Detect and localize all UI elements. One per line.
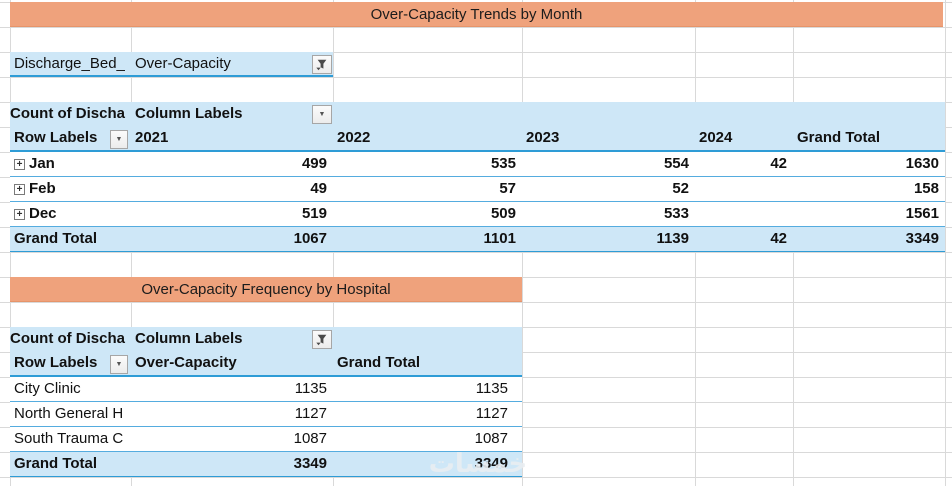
pivot1-corner-cell[interactable]: Count of Discha [10,105,125,122]
pivot-filter-row[interactable]: Discharge_Bed_ Over-Capacity [10,52,333,77]
chevron-down-icon: ▼ [115,361,123,368]
pivot2-grand-total-row: Grand Total 3349 3349 [10,452,522,477]
gridline [945,0,946,486]
row-label-cell[interactable]: City Clinic [14,379,81,397]
value-cell[interactable]: 3349 [293,454,327,472]
pivot1-column-labels-dropdown[interactable]: ▼ [312,105,332,124]
pivot2-row-south-trauma: South Trauma C 1087 1087 [10,427,522,452]
value-cell[interactable]: 533 [663,204,689,222]
gridline [0,27,952,28]
chevron-down-icon: ▼ [318,111,326,118]
gridline [0,77,952,78]
pivot1-grand-total-row: Grand Total 1067 1101 1139 42 3349 [10,227,945,252]
value-cell[interactable]: 1135 [475,379,508,397]
pivot1-row-jan: + Jan 499 535 554 42 1630 [10,152,945,177]
pivot1-col-2021[interactable]: 2021 [135,129,169,146]
title-over-capacity-frequency[interactable]: Over-Capacity Frequency by Hospital [10,277,522,302]
pivot2-col-grand-total[interactable]: Grand Total [337,354,421,371]
row-label-cell[interactable]: + Feb [10,177,131,202]
filter-value-cell[interactable]: Over-Capacity [135,55,231,72]
value-cell[interactable]: 52 [672,179,689,197]
value-cell[interactable]: 1087 [293,429,327,447]
value-cell[interactable]: 1127 [475,404,508,422]
value-cell[interactable] [695,177,793,202]
value-cell[interactable]: 1067 [293,229,327,247]
title-over-capacity-trends[interactable]: Over-Capacity Trends by Month [10,2,943,27]
value-cell[interactable]: 1087 [474,429,508,447]
value-cell[interactable]: 1135 [294,379,327,397]
row-label-text: Dec [29,204,57,222]
gridline [0,302,952,303]
pivot1-row-labels-cell[interactable]: Row Labels [14,129,98,146]
value-cell[interactable]: 158 [913,179,939,197]
pivot2-row-labels-cell[interactable]: Row Labels [14,354,98,371]
value-cell[interactable]: 1561 [905,204,939,222]
value-cell[interactable]: 519 [301,204,327,222]
value-cell[interactable]: 509 [490,204,516,222]
value-cell[interactable]: 1630 [905,154,939,172]
pivot1-col-grand-total[interactable]: Grand Total [797,129,881,146]
pivot2-row-city-clinic: City Clinic 1135 1135 [10,377,522,402]
funnel-filtered-icon [316,334,327,345]
pivot2-row-north-general: North General H 1127 1127 [10,402,522,427]
chevron-down-icon: ▼ [115,136,123,143]
grand-total-label-cell[interactable]: Grand Total [14,229,98,247]
pivot1-row-dec: + Dec 519 509 533 1561 [10,202,945,227]
pivot-table-hospitals: Count of Discha Column Labels Row Labels… [10,327,522,477]
funnel-filtered-icon [316,59,327,70]
pivot-table-months: Count of Discha Column Labels Row Labels… [10,102,945,252]
gridline [0,252,952,253]
expand-plus-icon[interactable]: + [14,208,25,220]
gridline [0,477,952,478]
value-cell[interactable]: 1139 [656,229,689,247]
pivot1-header-row: Count of Discha Column Labels [10,102,945,127]
pivot2-col-over-capacity[interactable]: Over-Capacity [135,354,237,371]
value-cell[interactable] [695,202,793,227]
filter-field-cell[interactable]: Discharge_Bed_ [14,55,125,72]
pivot1-column-labels-cell[interactable]: Column Labels [135,105,243,122]
value-cell[interactable]: 499 [301,154,327,172]
row-label-cell[interactable]: South Trauma C [14,429,124,447]
value-cell[interactable]: 42 [770,154,787,172]
value-cell[interactable]: 42 [770,229,787,247]
row-label-cell[interactable]: + Dec [10,202,131,227]
pivot2-header-row: Count of Discha Column Labels [10,327,522,352]
grand-total-label-cell[interactable]: Grand Total [14,454,98,472]
pivot2-column-labels-cell[interactable]: Column Labels [135,330,243,347]
pivot1-col-2022[interactable]: 2022 [337,129,371,146]
value-cell[interactable]: 3349 [905,229,939,247]
expand-plus-icon[interactable]: + [14,183,25,195]
pivot2-corner-cell[interactable]: Count of Discha [10,330,125,347]
row-label-cell[interactable]: + Jan [10,152,131,177]
row-label-text: Jan [29,154,55,172]
pivot1-col-2024[interactable]: 2024 [699,129,733,146]
value-cell[interactable]: 1127 [294,404,327,422]
pivot1-row-labels-dropdown[interactable]: ▼ [110,130,128,149]
value-cell[interactable]: 535 [490,154,516,172]
row-label-text: Feb [29,179,56,197]
expand-plus-icon[interactable]: + [14,158,25,170]
row-label-cell[interactable]: North General H [14,404,124,422]
pivot2-row-labels-dropdown[interactable]: ▼ [110,355,128,374]
value-cell[interactable]: 49 [310,179,327,197]
value-cell[interactable]: 1101 [483,229,516,247]
pivot1-row-feb: + Feb 49 57 52 158 [10,177,945,202]
pivot2-columns-row: Row Labels Over-Capacity Grand Total [10,352,522,377]
value-cell[interactable]: 3349 [474,454,508,472]
pivot1-col-2023[interactable]: 2023 [526,129,560,146]
value-cell[interactable]: 57 [499,179,516,197]
filter-funnel-button[interactable] [312,55,332,74]
pivot2-column-labels-funnel-button[interactable] [312,330,332,349]
pivot1-years-row: Row Labels 2021 2022 2023 2024 Grand Tot… [10,127,945,152]
value-cell[interactable]: 554 [663,154,689,172]
gridline [0,52,952,53]
